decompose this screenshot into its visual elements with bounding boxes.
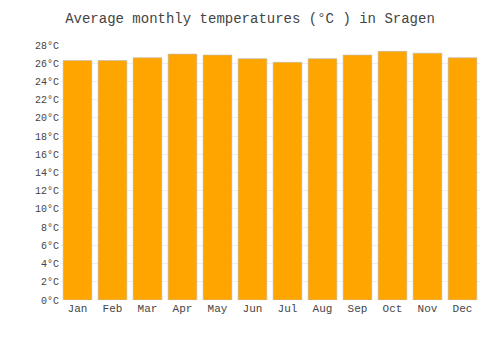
svg-text:Sep: Sep	[348, 303, 368, 315]
svg-text:16°C: 16°C	[35, 150, 59, 161]
svg-text:Nov: Nov	[418, 303, 438, 315]
svg-text:Oct: Oct	[383, 303, 403, 315]
svg-text:28°C: 28°C	[35, 41, 59, 52]
svg-text:14°C: 14°C	[35, 168, 59, 179]
svg-text:Feb: Feb	[103, 303, 123, 315]
svg-text:Jun: Jun	[243, 303, 263, 315]
svg-text:Jul: Jul	[278, 303, 298, 315]
svg-text:6°C: 6°C	[41, 241, 59, 252]
svg-text:May: May	[208, 303, 228, 315]
svg-text:0°C: 0°C	[41, 296, 59, 307]
svg-text:12°C: 12°C	[35, 186, 59, 197]
svg-text:Mar: Mar	[138, 303, 158, 315]
svg-text:26°C: 26°C	[35, 59, 59, 70]
svg-text:8°C: 8°C	[41, 223, 59, 234]
svg-text:Aug: Aug	[313, 303, 333, 315]
svg-text:2°C: 2°C	[41, 277, 59, 288]
svg-text:10°C: 10°C	[35, 204, 59, 215]
svg-text:22°C: 22°C	[35, 95, 59, 106]
svg-text:20°C: 20°C	[35, 113, 59, 124]
svg-text:18°C: 18°C	[35, 132, 59, 143]
svg-text:Average monthly temperatures (: Average monthly temperatures (°C ) in Sr…	[65, 11, 435, 27]
svg-text:Jan: Jan	[68, 303, 88, 315]
svg-text:Dec: Dec	[453, 303, 473, 315]
svg-text:24°C: 24°C	[35, 77, 59, 88]
svg-text:4°C: 4°C	[41, 259, 59, 270]
svg-text:Apr: Apr	[173, 303, 193, 315]
